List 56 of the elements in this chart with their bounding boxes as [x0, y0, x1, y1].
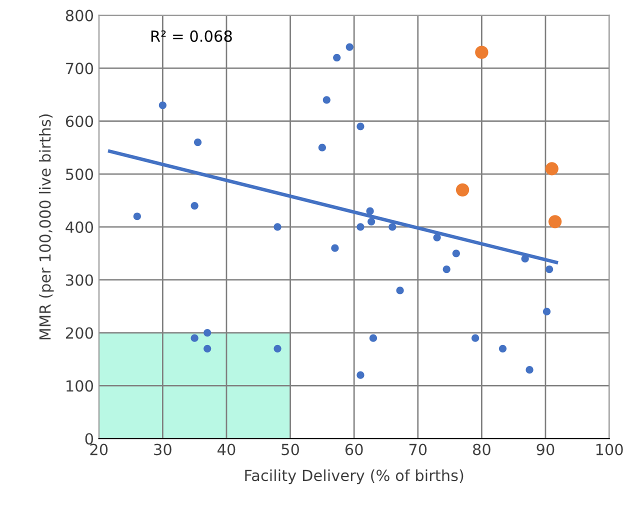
point: [521, 254, 529, 262]
point: [388, 223, 396, 231]
point: [452, 250, 460, 258]
x-tick-label: 90: [536, 444, 554, 456]
x-tick-label: 100: [596, 444, 623, 456]
point: [356, 371, 364, 379]
point: [194, 138, 202, 146]
point: [433, 234, 441, 242]
y-tick-label: 500: [66, 168, 94, 180]
point: [542, 308, 551, 316]
point: [472, 334, 480, 342]
point: [190, 334, 198, 342]
point: [318, 144, 326, 152]
point: [368, 218, 376, 226]
x-axis-title: Facility Delivery (% of births): [245, 469, 464, 484]
point: [456, 183, 470, 196]
y-tick-label: 100: [66, 380, 94, 392]
point: [204, 344, 212, 352]
point: [346, 43, 354, 51]
point: [274, 344, 282, 352]
point: [545, 162, 558, 176]
point: [498, 344, 507, 352]
y-tick-label: 200: [66, 327, 94, 339]
point: [133, 212, 141, 220]
x-tick-label: 20: [90, 444, 108, 456]
point: [396, 286, 404, 294]
y-tick-label: 700: [66, 62, 94, 74]
x-tick-label: 80: [473, 444, 490, 456]
point: [475, 46, 488, 59]
point: [369, 334, 378, 342]
x-tick-label: 70: [409, 444, 427, 456]
point: [366, 207, 374, 215]
point: [331, 244, 339, 252]
y-tick-label: 0: [85, 433, 94, 445]
point: [356, 223, 364, 231]
point: [158, 101, 166, 110]
point: [333, 54, 341, 62]
y-tick-label: 300: [66, 274, 94, 286]
point: [548, 215, 562, 228]
x-tick-label: 60: [345, 444, 363, 456]
point: [526, 366, 534, 374]
point: [322, 96, 330, 104]
x-tick-label: 30: [154, 444, 172, 456]
point: [190, 202, 198, 210]
point: [546, 265, 554, 274]
x-tick-label: 50: [282, 444, 299, 456]
y-tick-label: 400: [66, 221, 94, 233]
point: [274, 223, 282, 231]
point: [442, 265, 450, 274]
annotation: R² = 0.068: [151, 30, 232, 42]
point: [356, 122, 364, 130]
y-tick-label: 600: [66, 116, 94, 128]
y-axis-title: MMR (per 100,000 live births): [38, 114, 54, 340]
x-tick-label: 40: [218, 444, 236, 456]
y-tick-label: 800: [66, 10, 94, 22]
point: [204, 328, 212, 337]
